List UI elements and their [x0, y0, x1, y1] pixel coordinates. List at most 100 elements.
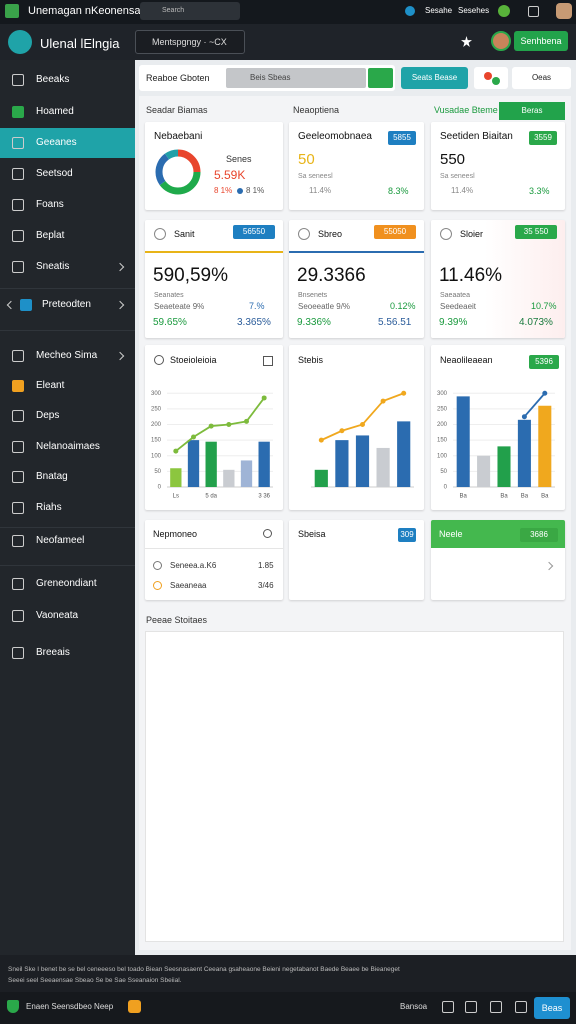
sidebar-item[interactable]: Nelanoaimaes [36, 441, 100, 452]
home-icon [263, 356, 273, 366]
sidebar-item[interactable]: Geeanes [36, 137, 77, 148]
sidebar-divider [0, 330, 135, 331]
badge: 309 [398, 528, 416, 542]
tab[interactable]: Neaoptiena [293, 105, 340, 115]
big-value: 50 [298, 151, 315, 168]
sidebar-item[interactable]: Beplat [36, 230, 65, 241]
toolbar-go[interactable] [368, 68, 393, 88]
kpi-stat: 5.56.51 [378, 317, 412, 328]
search-box[interactable] [140, 2, 240, 20]
brand: Ulenal lElngia [40, 36, 120, 51]
sidebar-item[interactable]: Vaoneata [36, 610, 79, 621]
header-search[interactable] [135, 30, 245, 54]
toolbar-input[interactable] [226, 68, 366, 88]
card-icon [440, 228, 452, 240]
kpi-stat: 9.336% [297, 317, 331, 328]
tab[interactable]: Vusadae Bteme [434, 105, 498, 115]
footer-icon[interactable] [490, 1001, 502, 1013]
footer-icon[interactable] [442, 1001, 454, 1013]
y-tick-label: 150 [151, 438, 162, 444]
card-label: Sa seneesl [298, 173, 333, 180]
line-point [226, 422, 232, 427]
status-dot [498, 5, 510, 17]
card-title: Sbreo [318, 229, 343, 239]
y-tick-label: 300 [437, 391, 448, 397]
chart [311, 390, 414, 488]
toolbar-input-text: Beis Sbeas [250, 73, 291, 82]
donut-segment [155, 149, 201, 195]
header-search-text: Mentspgngy · ~CX [152, 37, 227, 47]
sidebar-item[interactable]: Mecheo Sima [36, 350, 98, 361]
top-link[interactable]: Sesehes [458, 6, 490, 15]
kpi-label: Saeaatea [440, 292, 470, 299]
line-point [521, 414, 527, 420]
sidebar-item[interactable]: Hoamed [36, 106, 74, 117]
star-icon[interactable] [461, 36, 472, 47]
sidebar-item[interactable]: Foans [36, 199, 64, 210]
logo [8, 30, 32, 54]
primary-button[interactable]: Seats Bease [401, 67, 468, 89]
search-icon[interactable] [263, 529, 272, 538]
sidebar-item[interactable]: Beeaks [36, 74, 70, 85]
sidebar-item[interactable]: Preteodten [42, 299, 91, 310]
kpi-stat: 3.365% [237, 317, 271, 328]
icon[interactable] [528, 6, 539, 17]
sidebar-item[interactable]: Breeais [36, 647, 70, 658]
shield-icon [7, 1000, 19, 1013]
kpi-value: 11.46% [439, 265, 503, 286]
row-label: Seneea.a.K6 [170, 561, 217, 570]
sidebar-divider [0, 565, 135, 566]
card [145, 122, 283, 210]
chart-title: Neaolileaean [440, 355, 493, 365]
bar [314, 469, 328, 487]
icon-dot [484, 72, 492, 80]
sidebar-icon [12, 74, 24, 86]
sidebar-icon [12, 106, 24, 118]
sidebar-item[interactable]: Riahs [36, 502, 62, 513]
card-title: Nebaebani [154, 131, 203, 142]
bar [187, 440, 200, 487]
bar [355, 435, 370, 487]
sidebar-icon [12, 578, 24, 590]
card-label: Sa seneesl [440, 173, 475, 180]
line-point [173, 448, 179, 454]
tab-button[interactable]: Beras [499, 102, 565, 120]
footer-icon[interactable] [515, 1001, 527, 1013]
secondary-button[interactable]: Oeas [512, 67, 571, 89]
app-title: Unemagan nKeonensae [28, 5, 147, 17]
tab[interactable]: Seadar Biamas [146, 105, 208, 115]
line-point [191, 434, 196, 440]
sidebar-icon [12, 441, 24, 453]
avatar[interactable] [556, 3, 572, 19]
kpi-note: 0.12% [390, 301, 416, 311]
bar [477, 455, 491, 487]
sidebar-item[interactable]: Deps [36, 410, 60, 421]
card [145, 520, 283, 600]
sidebar-item[interactable]: Eleant [36, 380, 65, 391]
footer-button[interactable]: Beas [534, 997, 570, 1019]
card-title: Neele [439, 529, 463, 539]
sidebar-item[interactable]: Neofameel [36, 535, 85, 546]
sidebar-item[interactable]: Sneatis [36, 261, 70, 272]
card-delta: 8.3% [388, 186, 409, 196]
top-link[interactable]: Sesahe [425, 6, 453, 15]
line [175, 397, 265, 452]
donut-segment [155, 149, 201, 195]
avatar[interactable] [491, 31, 511, 51]
panel-title: Peeae Stoitaes [146, 615, 208, 625]
x-tick-label: Ba [500, 494, 508, 500]
line-point [208, 423, 214, 429]
bar [240, 460, 253, 487]
sidebar-item[interactable]: Seetsod [36, 168, 73, 179]
card-change: 11.4% [451, 186, 474, 195]
header-button[interactable]: Senhbena [514, 31, 568, 51]
bar [397, 421, 411, 487]
sidebar-item[interactable]: Greneondiant [36, 578, 97, 589]
sidebar-item[interactable]: Bnatag [36, 471, 68, 482]
legend-label: Senes [226, 154, 252, 164]
badge: 3559 [529, 131, 557, 145]
footer-icon[interactable] [465, 1001, 477, 1013]
y-tick-label: 100 [151, 453, 162, 459]
kpi-stat: 59.65% [153, 317, 187, 328]
y-tick-label: 0 [158, 485, 162, 491]
